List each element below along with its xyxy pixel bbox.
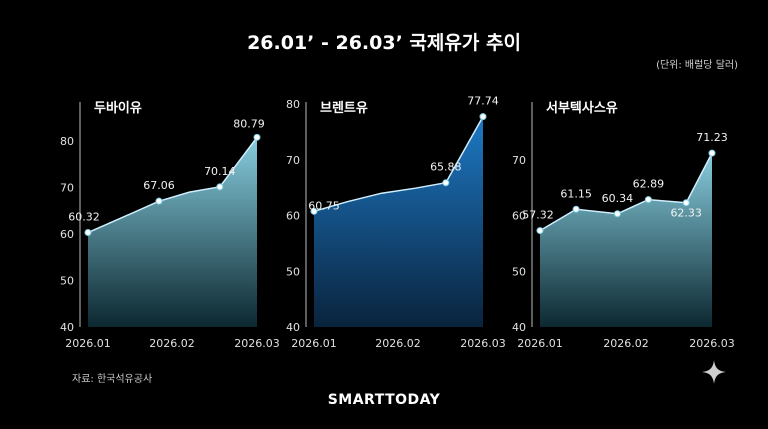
x-tick-label: 2026.02 (375, 337, 421, 350)
y-tick-label: 60 (286, 210, 300, 223)
page-title: 26.01’ - 26.03’ 국제유가 추이 (247, 32, 521, 54)
data-point (155, 197, 163, 205)
area-fill (88, 137, 257, 327)
x-tick-label: 2026.01 (517, 337, 563, 350)
brent-chart: 40 50 60 70 80 브렌트유 60.75 65.88 77.74 2026.01 2026… (286, 95, 506, 350)
data-point (536, 227, 544, 235)
data-label: 77.74 (467, 95, 499, 108)
data-point (479, 113, 487, 121)
sparkle-icon (702, 360, 726, 384)
data-label: 57.32 (522, 209, 554, 222)
data-label: 71.23 (696, 131, 728, 144)
data-point (708, 149, 716, 157)
y-tick-label: 40 (60, 321, 74, 334)
x-tick-label: 2026.03 (689, 337, 735, 350)
source-note: 자료: 한국석유공사 (72, 374, 153, 385)
series-line (539, 152, 713, 232)
y-tick-label: 80 (60, 135, 74, 148)
data-label: 67.06 (143, 179, 175, 192)
data-label: 60.34 (602, 192, 634, 205)
data-point (682, 199, 690, 207)
y-tick-label: 50 (60, 275, 74, 288)
data-label: 60.32 (68, 211, 100, 224)
dubai-chart: 40 50 60 70 80 두바이유 60.32 67.06 70.14 80.79 2026.0… (60, 100, 280, 350)
x-tick-label: 2026.01 (65, 337, 111, 350)
x-tick-label: 2026.02 (149, 337, 195, 350)
y-tick-label: 50 (512, 265, 526, 278)
chart-title: 서부텍사스유 (546, 100, 618, 116)
y-tick-label: 60 (512, 210, 526, 223)
y-tick-label: 50 (286, 265, 300, 278)
brand-logo: SMARTTODAY (327, 392, 441, 408)
x-tick-label: 2026.03 (460, 337, 506, 350)
data-point (84, 229, 92, 237)
data-label: 70.14 (204, 165, 236, 178)
y-tick-label: 40 (286, 321, 300, 334)
y-tick-label: 70 (512, 154, 526, 167)
data-point (644, 196, 652, 204)
x-tick-label: 2026.03 (234, 337, 280, 350)
data-point (572, 205, 580, 213)
y-tick-label: 70 (286, 154, 300, 167)
y-tick-label: 60 (60, 228, 74, 241)
y-tick-label: 80 (286, 98, 300, 111)
area-fill (314, 116, 483, 327)
y-tick-label: 40 (512, 321, 526, 334)
data-point (310, 207, 318, 215)
data-point (613, 210, 621, 218)
chart-title: 브렌트유 (320, 100, 368, 116)
x-tick-label: 2026.02 (603, 337, 649, 350)
y-tick-label: 70 (60, 182, 74, 195)
data-point (253, 133, 261, 141)
data-label: 65.88 (430, 161, 462, 174)
series-line (87, 136, 258, 234)
data-label: 61.15 (560, 187, 592, 200)
data-point (442, 179, 450, 187)
unit-note: (단위: 배럴당 달러) (656, 60, 738, 71)
chart-title: 두바이유 (94, 100, 142, 116)
area-fill (540, 153, 712, 327)
data-label: 62.33 (670, 207, 702, 220)
data-label: 60.75 (308, 199, 340, 212)
series-line (313, 116, 484, 213)
data-label: 80.79 (233, 117, 265, 130)
x-tick-label: 2026.01 (291, 337, 337, 350)
data-point (216, 183, 224, 191)
data-label: 62.89 (633, 178, 665, 191)
